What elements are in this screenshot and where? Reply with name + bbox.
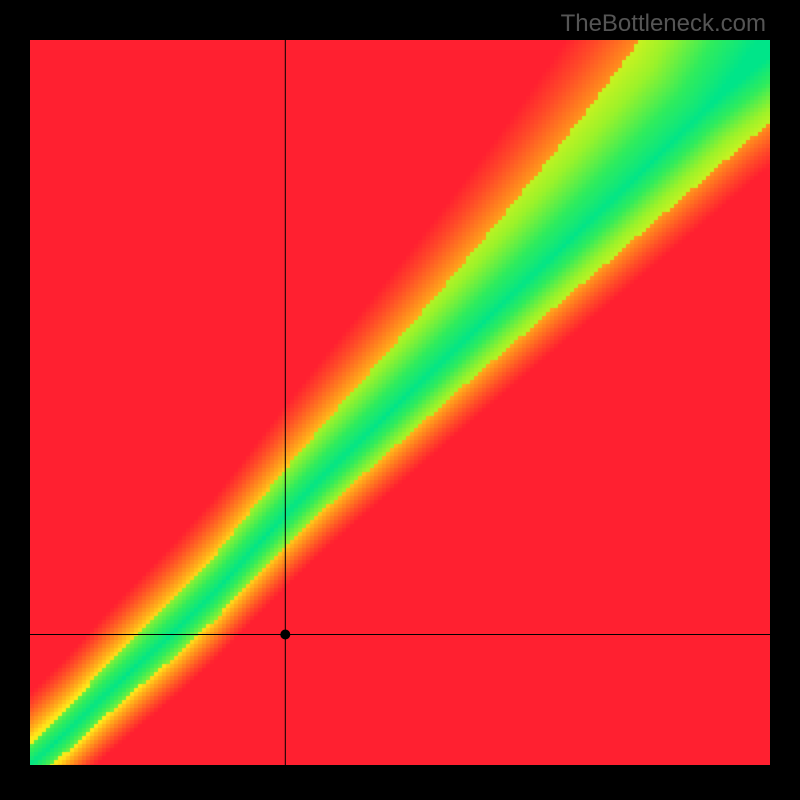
bottleneck-heatmap: [30, 40, 770, 765]
attribution-text: TheBottleneck.com: [561, 10, 766, 38]
chart-container: TheBottleneck.com: [0, 0, 800, 800]
